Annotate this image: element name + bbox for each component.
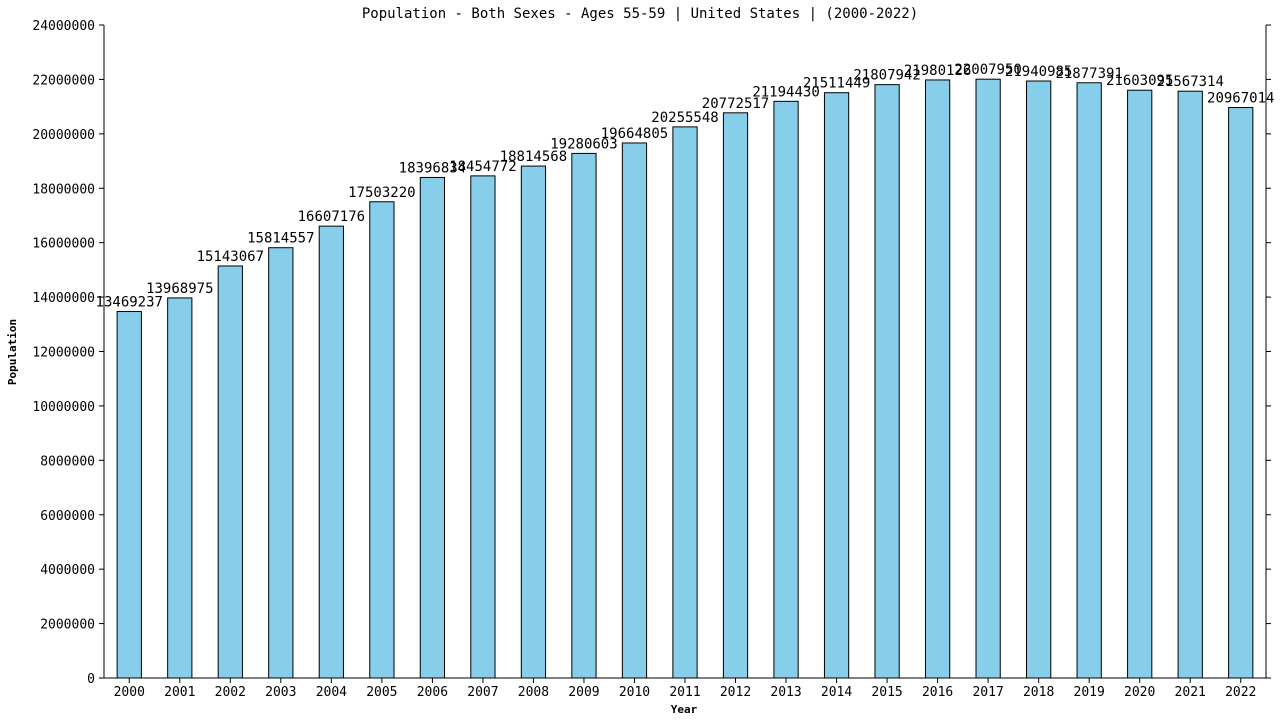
bar-2017 xyxy=(975,78,1001,679)
y-axis-label: Population xyxy=(6,319,19,385)
y-tick-label: 0 xyxy=(87,672,95,687)
bar-2002 xyxy=(217,265,243,679)
x-tick-label-2009: 2009 xyxy=(568,685,599,700)
bar-2003 xyxy=(268,247,294,679)
x-tick-label-2011: 2011 xyxy=(669,685,700,700)
data-label-2016: 21980126 xyxy=(904,63,971,79)
y-tick-label: 18000000 xyxy=(32,182,95,197)
data-label-2010: 19664805 xyxy=(601,126,668,142)
x-tick-label-2014: 2014 xyxy=(821,685,852,700)
bar-2005 xyxy=(369,201,395,679)
y-tick-label: 6000000 xyxy=(40,509,95,524)
x-tick-label-2005: 2005 xyxy=(366,685,397,700)
x-tick-label-2015: 2015 xyxy=(871,685,902,700)
x-tick-label-2006: 2006 xyxy=(417,685,448,700)
bars xyxy=(116,78,1254,679)
bar-2009 xyxy=(571,152,597,679)
bar-2013 xyxy=(773,100,799,679)
y-axis: 0 2000000 4000000 6000000 8000000 10000000 120… xyxy=(32,19,1271,687)
x-axis-label: Year xyxy=(671,703,698,716)
bar-2010 xyxy=(621,142,648,679)
x-tick-label-2021: 2021 xyxy=(1175,685,1206,700)
bar-2018 xyxy=(1026,80,1052,679)
data-label-2017: 22007950 xyxy=(954,62,1021,78)
x-tick-label-2019: 2019 xyxy=(1074,685,1105,700)
bar-2022 xyxy=(1228,107,1254,679)
data-label-2012: 20772517 xyxy=(702,96,769,112)
plot-frame xyxy=(103,25,1267,679)
data-label-2011: 20255548 xyxy=(651,110,718,126)
x-tick-label-2001: 2001 xyxy=(164,685,195,700)
data-label-2000: 13469237 xyxy=(96,295,163,311)
y-tick-label: 22000000 xyxy=(32,73,95,88)
bar-2006 xyxy=(419,176,446,679)
data-label-2018: 21940985 xyxy=(1005,64,1072,80)
bar-2004 xyxy=(318,225,344,679)
y-tick-label: 14000000 xyxy=(32,291,95,306)
y-tick-label: 16000000 xyxy=(32,237,95,252)
y-tick-label: 24000000 xyxy=(32,19,95,34)
y-tick-label: 2000000 xyxy=(40,618,95,633)
data-label-2003: 15814557 xyxy=(247,231,314,247)
y-tick-label: 10000000 xyxy=(32,400,95,415)
data-label-2007: 18454772 xyxy=(449,159,516,175)
data-label-2008: 18814568 xyxy=(500,149,567,165)
data-label-2022: 20967014 xyxy=(1207,91,1274,107)
x-tick-label-2017: 2017 xyxy=(972,685,1003,700)
bar-2000 xyxy=(116,311,142,679)
data-label-2009: 19280603 xyxy=(550,136,617,152)
x-tick-label-2018: 2018 xyxy=(1023,685,1054,700)
bar-2008 xyxy=(520,165,547,679)
x-tick-label-2003: 2003 xyxy=(265,685,296,700)
bar-2011 xyxy=(672,126,698,679)
data-label-2006: 18396834 xyxy=(399,160,466,176)
bar-2020 xyxy=(1127,89,1153,679)
data-label-2005: 17503220 xyxy=(348,185,415,201)
bar-2001 xyxy=(167,297,193,679)
chart-title: Population - Both Sexes - Ages 55-59 | U… xyxy=(362,6,918,22)
y-tick-label: 12000000 xyxy=(32,346,95,361)
x-tick-label-2007: 2007 xyxy=(467,685,498,700)
bar-2021 xyxy=(1177,90,1203,679)
data-label-2015: 21807942 xyxy=(853,68,920,84)
x-tick-label-2002: 2002 xyxy=(215,685,246,700)
x-axis: 2000 2001 2002 2003 2004 2005 2006 2007 2008 2009… xyxy=(114,678,1256,700)
y-tick-label: 20000000 xyxy=(32,128,95,143)
x-tick-label-2020: 2020 xyxy=(1124,685,1155,700)
data-label-2020: 21603095 xyxy=(1106,73,1173,89)
data-label-2019: 21877391 xyxy=(1055,66,1122,82)
bar-2019 xyxy=(1076,82,1102,679)
bar-2014 xyxy=(823,92,850,679)
data-label-2021: 21567314 xyxy=(1156,74,1223,90)
y-tick-label: 4000000 xyxy=(40,563,95,578)
x-tick-label-2022: 2022 xyxy=(1225,685,1256,700)
x-tick-label-2012: 2012 xyxy=(720,685,751,700)
bar-2012 xyxy=(722,112,749,679)
data-label-2002: 15143067 xyxy=(197,249,264,265)
data-label-2014: 21511449 xyxy=(803,76,870,92)
data-label-2013: 21194430 xyxy=(752,84,819,100)
y-tick-label: 8000000 xyxy=(40,454,95,469)
bar-2015 xyxy=(874,84,900,679)
bar-2007 xyxy=(470,175,496,679)
x-tick-label-2010: 2010 xyxy=(619,685,650,700)
x-tick-label-2016: 2016 xyxy=(922,685,953,700)
x-tick-label-2008: 2008 xyxy=(518,685,549,700)
x-tick-label-2004: 2004 xyxy=(316,685,347,700)
bar-2016 xyxy=(924,79,951,679)
x-tick-label-2000: 2000 xyxy=(114,685,145,700)
data-label-2004: 16607176 xyxy=(298,209,365,225)
data-label-2001: 13968975 xyxy=(146,281,213,297)
x-tick-label-2013: 2013 xyxy=(770,685,801,700)
